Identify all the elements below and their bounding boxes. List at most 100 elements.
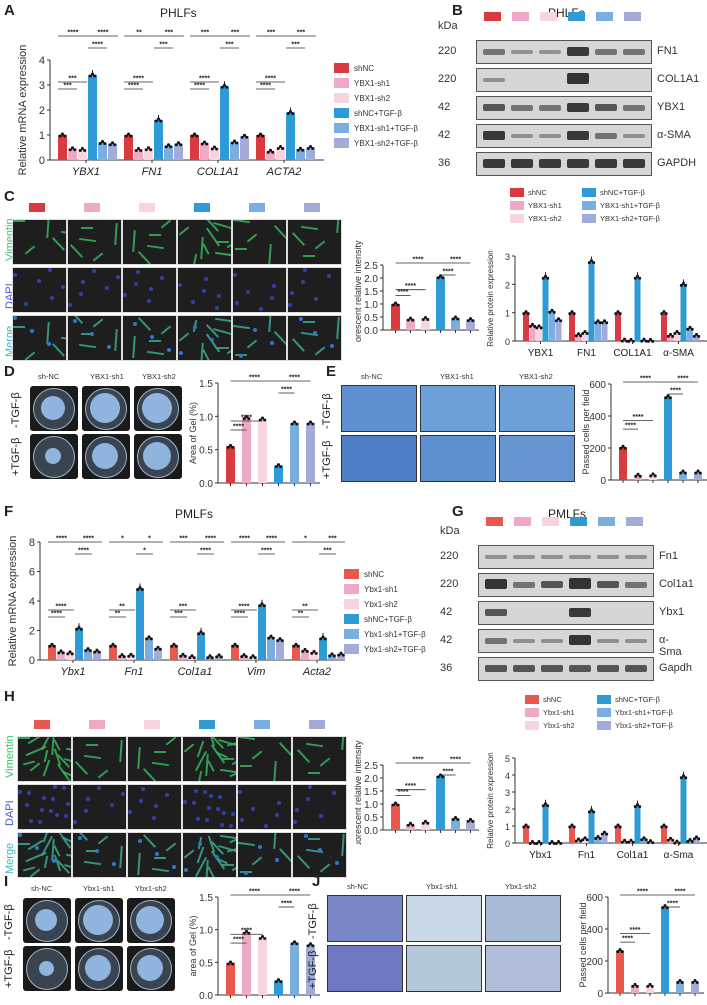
legend-label: YBX1-sh2+TGF-β [354, 138, 418, 148]
micrograph-tile [232, 267, 287, 313]
significance-stars: **** [678, 376, 689, 383]
significance-stars: **** [281, 901, 292, 908]
significance-stars: **** [68, 30, 79, 37]
legend-item: shNC [344, 568, 384, 580]
bar [306, 944, 315, 995]
x-category-label: FN1 [142, 166, 163, 178]
transwell-image [341, 435, 417, 482]
bar [615, 312, 621, 341]
bar [555, 319, 562, 341]
significance-stars: **** [51, 611, 62, 618]
bar [124, 135, 133, 160]
bar [78, 149, 87, 160]
panel-c-label: C [4, 188, 15, 205]
gel-image [134, 386, 182, 431]
significance-stars: **** [405, 283, 416, 290]
bar [75, 628, 83, 660]
bar [569, 826, 575, 843]
bar [258, 419, 267, 483]
blot-strip [478, 545, 654, 569]
bar [231, 645, 239, 660]
x-category-label: α-Sma [664, 850, 694, 860]
bar [58, 135, 67, 160]
significance-stars: **** [625, 423, 636, 430]
bar [266, 151, 275, 160]
y-tick-label: 2 [505, 805, 510, 815]
legend-swatch [344, 599, 359, 609]
bar [276, 639, 284, 660]
kda-marker: 42 [438, 101, 451, 113]
column-label: sh-NC [347, 882, 369, 891]
group-color-swatch [249, 203, 265, 212]
blot-strip [478, 601, 654, 625]
transwell-image [327, 945, 403, 992]
significance-stars: *** [225, 42, 233, 49]
x-category-label: YBX1 [72, 166, 100, 178]
significance-stars: **** [194, 83, 205, 90]
bar [108, 143, 117, 160]
protein-label: COL1A1 [657, 73, 700, 85]
legend-item: YBX1-sh1 [510, 201, 562, 210]
blot-strip [478, 657, 654, 681]
protein-label: FN1 [657, 45, 678, 57]
legend-label: YBX1-sh2+TGF-β [600, 214, 660, 223]
bar [242, 417, 251, 483]
x-category-label: ACTA2 [266, 166, 302, 178]
x-category-label: Fn1 [578, 850, 596, 860]
bar [569, 312, 575, 341]
bar [693, 837, 700, 843]
transwell-image [420, 385, 496, 432]
significance-stars: **** [239, 604, 250, 611]
kda-marker: 42 [438, 129, 451, 141]
group-color-swatch [598, 517, 615, 526]
bar [621, 841, 628, 843]
bar [292, 645, 300, 660]
kda-marker: 220 [438, 45, 457, 57]
bar [84, 649, 92, 660]
group-color-swatch [540, 12, 557, 21]
legend-label: Ybx1-sh1 [364, 584, 398, 594]
significance-stars: **** [200, 548, 211, 555]
legend-label: YBX1-sh1+TGF-β [354, 123, 418, 133]
y-tick-label: 600 [589, 380, 606, 391]
significance-stars: **** [450, 257, 461, 264]
kda-marker: 42 [440, 606, 453, 618]
micrograph-tile [232, 219, 287, 265]
bar [226, 446, 235, 483]
legend-item: shNC+TGF-β [582, 188, 645, 197]
y-tick-label: 2.5 [364, 761, 378, 772]
micrograph-tile [292, 784, 347, 830]
significance-stars: **** [199, 76, 210, 83]
micrograph-tile [177, 267, 232, 313]
protein-label: Fn1 [659, 550, 678, 562]
micrograph-tile [127, 784, 182, 830]
micrograph-tile [177, 315, 232, 361]
micrograph-tile [67, 315, 122, 361]
legend-label: YBX1-sh1+TGF-β [600, 201, 660, 210]
y-tick-label: 2.0 [364, 274, 378, 285]
blot-strip [476, 68, 652, 92]
blot-strip [476, 40, 652, 64]
significance-stars: * [121, 536, 124, 543]
bar [687, 328, 693, 341]
micrograph-tile [287, 315, 342, 361]
significance-stars: **** [78, 548, 89, 555]
group-color-swatch [486, 517, 503, 526]
legend-swatch [525, 708, 539, 717]
significance-stars: **** [630, 927, 641, 934]
micrograph-tile [182, 736, 237, 782]
micrograph-tile [12, 267, 67, 313]
bar [258, 937, 267, 995]
significance-stars: **** [261, 548, 272, 555]
y-tick-label: 0 [39, 155, 45, 167]
y-tick-label: 4 [39, 55, 45, 67]
transwell-image [499, 435, 575, 482]
legend-item: Ybx1-sh1+TGF-β [597, 708, 673, 717]
bar [109, 645, 117, 660]
significance-stars: *** [179, 536, 187, 543]
legend-item: shNC+TGF-β [334, 107, 402, 119]
significance-stars: **** [265, 76, 276, 83]
bar [523, 312, 529, 341]
